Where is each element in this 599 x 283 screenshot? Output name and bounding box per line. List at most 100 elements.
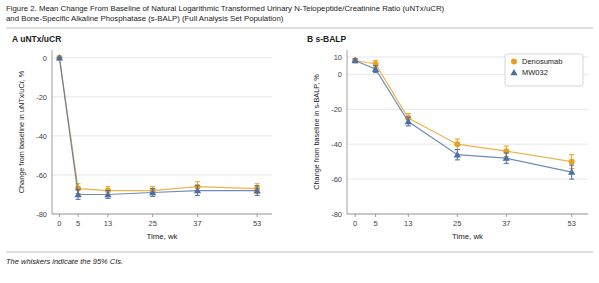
error-cap xyxy=(569,165,574,166)
grid-line xyxy=(52,174,272,175)
y-axis-line xyxy=(347,50,348,214)
y-tick-label: -20 xyxy=(36,93,47,102)
error-cap xyxy=(255,185,260,186)
y-tick-label: -20 xyxy=(331,105,342,114)
x-tick-label: 13 xyxy=(404,219,412,228)
grid-line xyxy=(52,135,272,136)
x-tick xyxy=(78,214,79,217)
x-tick xyxy=(506,214,507,217)
error-cap xyxy=(504,145,509,146)
x-axis-line xyxy=(52,214,272,215)
x-tick xyxy=(257,214,258,217)
legend-marker xyxy=(511,59,517,65)
grid-line xyxy=(52,57,272,58)
x-tick-label: 13 xyxy=(104,219,112,228)
error-bar xyxy=(455,139,460,149)
grid-line xyxy=(347,144,588,145)
footnote: The whiskers indicate the 95% CIs. xyxy=(6,257,123,266)
x-tick-label: 37 xyxy=(502,219,510,228)
data-point xyxy=(568,169,575,175)
x-axis-label: Time, wk xyxy=(147,232,178,241)
data-point xyxy=(253,187,260,193)
legend-label: Denosumab xyxy=(522,57,562,66)
series-line xyxy=(355,60,571,161)
panel-title: B s-BALP xyxy=(307,34,347,44)
y-tick-label: -60 xyxy=(331,175,342,184)
legend: Denosumab MW032 xyxy=(505,54,583,86)
data-point xyxy=(56,54,63,60)
x-tick xyxy=(571,214,572,217)
error-cap xyxy=(455,138,460,139)
y-tick-label: -40 xyxy=(36,132,47,141)
x-axis-line xyxy=(347,214,588,215)
error-cap xyxy=(373,72,378,73)
error-cap xyxy=(150,196,155,197)
error-cap xyxy=(504,152,509,153)
grid-line xyxy=(347,214,588,215)
x-tick-label: 25 xyxy=(149,219,157,228)
error-cap xyxy=(406,117,411,118)
error-cap xyxy=(255,195,260,196)
error-cap xyxy=(150,186,155,187)
data-point xyxy=(56,55,62,61)
grid-line xyxy=(52,96,272,97)
panel: A uNTx/uCR0-20-40-60-800513253753Time, w… xyxy=(12,34,272,241)
error-cap xyxy=(373,60,378,61)
error-cap xyxy=(195,185,200,186)
data-point xyxy=(75,191,82,197)
legend-label: MW032 xyxy=(522,68,548,77)
figure: Figure 2. Mean Change From Baseline of N… xyxy=(0,0,599,283)
y-tick-label: -40 xyxy=(331,140,342,149)
x-tick xyxy=(107,214,108,217)
y-tick-label: 0 xyxy=(338,70,342,79)
error-cap xyxy=(406,113,411,114)
y-tick-label: 10 xyxy=(334,53,342,62)
x-tick-label: 5 xyxy=(76,219,80,228)
x-tick xyxy=(152,214,153,217)
y-axis-label: Change from baseline in s-BALP, % xyxy=(312,74,321,190)
panel: B s-BALP100-20-40-60-800513253753Time, w… xyxy=(307,34,588,241)
x-tick xyxy=(355,214,356,217)
error-cap xyxy=(76,189,81,190)
error-cap xyxy=(105,198,110,199)
data-point xyxy=(194,187,201,193)
error-cap xyxy=(195,195,200,196)
x-tick-label: 53 xyxy=(567,219,575,228)
grid-line xyxy=(52,214,272,215)
plot-area xyxy=(56,54,261,199)
data-point xyxy=(503,148,509,154)
data-point xyxy=(454,141,460,147)
data-point xyxy=(352,57,359,63)
error-cap xyxy=(569,179,574,180)
error-cap xyxy=(105,186,110,187)
x-tick xyxy=(408,214,409,217)
plot-area xyxy=(352,57,576,179)
y-axis-label: Change from baseline in uNTx/uCr, % xyxy=(17,70,26,193)
data-point xyxy=(352,57,358,63)
error-cap xyxy=(195,181,200,182)
error-cap xyxy=(569,154,574,155)
error-cap xyxy=(255,183,260,184)
error-cap xyxy=(76,199,81,200)
x-tick-label: 0 xyxy=(353,219,357,228)
y-tick-label: -80 xyxy=(331,210,342,219)
grid-line xyxy=(347,109,588,110)
x-tick xyxy=(59,214,60,217)
y-axis-line xyxy=(52,50,53,214)
x-tick xyxy=(457,214,458,217)
data-point xyxy=(503,155,510,161)
x-tick-label: 53 xyxy=(253,219,261,228)
grid-line xyxy=(347,179,588,180)
figure-title: and Bone-Specific Alkaline Phosphatase (… xyxy=(6,14,284,23)
separator xyxy=(6,28,593,29)
x-tick-label: 5 xyxy=(374,219,378,228)
data-point xyxy=(405,118,412,124)
data-point xyxy=(454,151,461,157)
error-cap xyxy=(406,125,411,126)
x-tick xyxy=(375,214,376,217)
series-line xyxy=(59,58,257,191)
y-tick-label: -60 xyxy=(36,171,47,180)
x-axis-label: Time, wk xyxy=(452,232,483,241)
figure-title: Figure 2. Mean Change From Baseline of N… xyxy=(6,4,445,13)
data-point xyxy=(372,66,379,72)
